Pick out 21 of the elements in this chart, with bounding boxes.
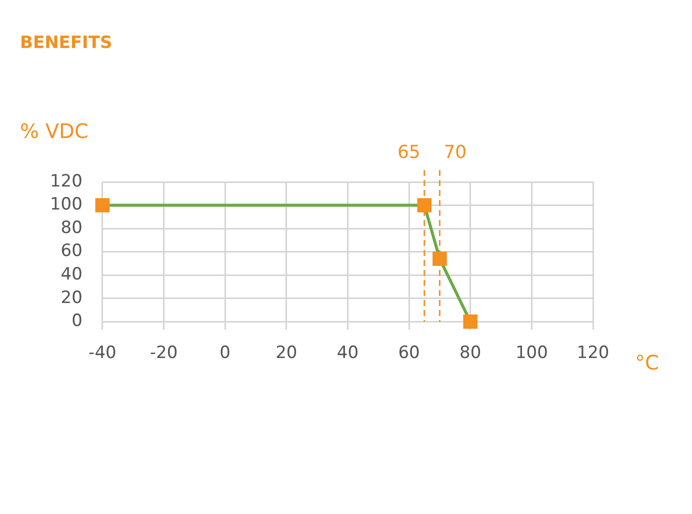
x-tick-label: -40 — [88, 343, 116, 364]
x-tick-label: 60 — [398, 343, 420, 364]
y-tick-label: 100 — [50, 194, 82, 215]
chart-title: BENEFITS — [20, 33, 112, 53]
y-tick-label: 60 — [60, 241, 82, 262]
x-tick-label: 100 — [515, 343, 548, 364]
y-tick-label: 0 — [72, 311, 82, 332]
x-tick-label: 20 — [276, 343, 298, 364]
x-tick-label: 120 — [576, 343, 610, 364]
y-tick-label: 20 — [60, 288, 82, 308]
x-tick-label: 80 — [460, 343, 482, 364]
y-axis-title: % VDC — [20, 119, 88, 143]
x-tick-label: 0 — [220, 343, 230, 364]
ref-line-label: 70 — [444, 142, 467, 163]
y-tick-label: 40 — [60, 264, 82, 284]
ref-line-label: 65 — [397, 142, 420, 163]
x-tick-label: -20 — [150, 343, 178, 364]
y-tick-label: 120 — [50, 171, 82, 192]
x-axis-title: °C — [635, 350, 659, 375]
y-tick-label: 80 — [60, 218, 82, 238]
x-tick-label: 40 — [336, 343, 359, 364]
